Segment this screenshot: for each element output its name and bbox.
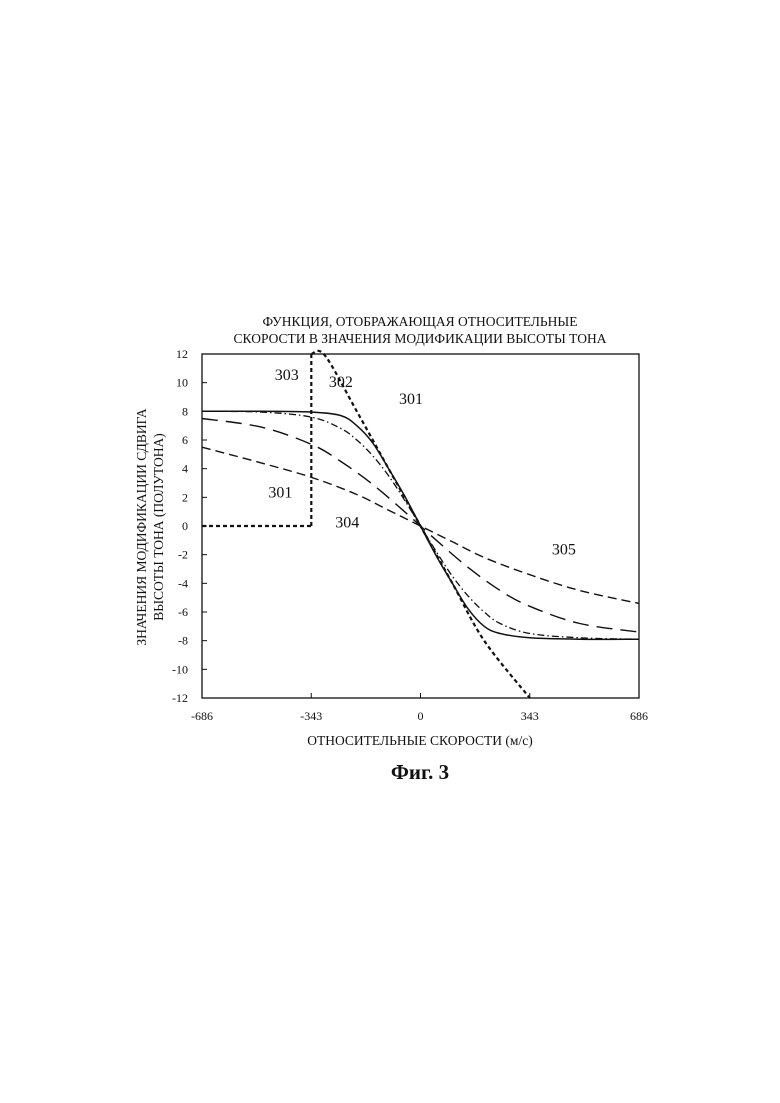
y-tick-label: 10	[176, 376, 188, 390]
curve-label-302: 302	[329, 374, 353, 391]
chart-title-line-2: СКОРОСТИ В ЗНАЧЕНИЯ МОДИФИКАЦИИ ВЫСОТЫ Т…	[234, 331, 607, 346]
y-tick-label: 0	[182, 519, 188, 533]
y-axis-label-line-1: ЗНАЧЕНИЯ МОДИФИКАЦИИ СДВИГА	[134, 408, 149, 646]
y-tick-label: 6	[182, 433, 188, 447]
y-tick-label: -6	[178, 605, 188, 619]
y-tick-label: -10	[172, 662, 188, 676]
x-tick-label: 0	[418, 709, 424, 723]
y-tick-label: -8	[178, 634, 188, 648]
curve-label-305: 305	[552, 542, 576, 559]
figure-caption: Фиг. 3	[391, 760, 449, 784]
curve-label-301: 301	[268, 484, 292, 501]
curve-label-303: 303	[275, 367, 299, 384]
x-tick-label: 686	[630, 709, 648, 723]
y-axis-label: ЗНАЧЕНИЯ МОДИФИКАЦИИ СДВИГА ВЫСОТЫ ТОНА …	[134, 408, 166, 646]
chart-title: ФУНКЦИЯ, ОТОБРАЖАЮЩАЯ ОТНОСИТЕЛЬНЫЕ СКОР…	[234, 314, 607, 346]
y-tick-label: 8	[182, 404, 188, 418]
x-tick-label: 343	[521, 709, 539, 723]
y-tick-label: -4	[178, 576, 188, 590]
chart-title-line-1: ФУНКЦИЯ, ОТОБРАЖАЮЩАЯ ОТНОСИТЕЛЬНЫЕ	[263, 314, 578, 329]
y-tick-label: 12	[176, 347, 188, 361]
y-tick-label: -2	[178, 548, 188, 562]
x-axis-label: ОТНОСИТЕЛЬНЫЕ СКОРОСТИ (м/с)	[307, 733, 532, 748]
y-tick-label: 2	[182, 490, 188, 504]
curve-label-301: 301	[399, 391, 423, 408]
x-tick-label: -343	[300, 709, 322, 723]
x-tick-label: -686	[191, 709, 213, 723]
y-tick-label: 4	[182, 462, 188, 476]
y-axis-label-line-2: ВЫСОТЫ ТОНА (ПОЛУТОНА)	[151, 433, 166, 620]
curve-label-304: 304	[335, 514, 359, 531]
y-tick-label: -12	[172, 691, 188, 705]
